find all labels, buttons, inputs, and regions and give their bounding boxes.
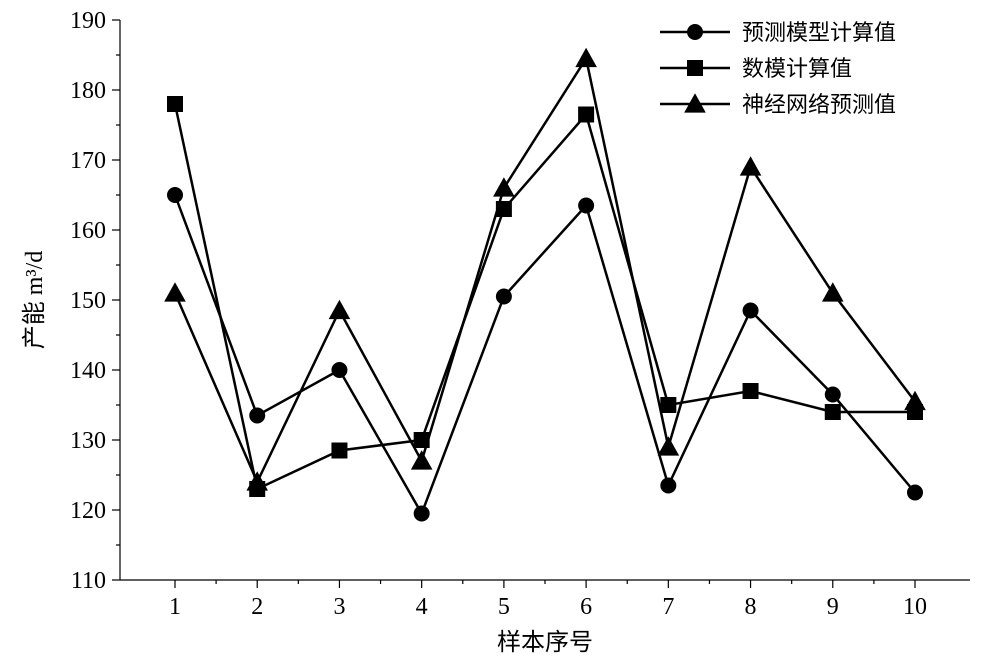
- svg-text:7: 7: [662, 594, 674, 620]
- svg-text:9: 9: [827, 594, 839, 620]
- svg-text:样本序号: 样本序号: [497, 629, 593, 656]
- svg-text:150: 150: [70, 288, 106, 314]
- svg-text:130: 130: [70, 428, 106, 454]
- svg-text:5: 5: [498, 594, 510, 620]
- svg-text:3: 3: [333, 594, 345, 620]
- chart-svg: 110 120 130 140 150 160 170 180 190 产能 m³/d 1 2 3 4 5 6…: [0, 0, 1000, 667]
- svg-text:6: 6: [580, 594, 592, 620]
- capacity-chart: 110 120 130 140 150 160 170 180 190 产能 m³/d 1 2 3 4 5 6…: [0, 0, 1000, 667]
- svg-text:产能 m³/d: 产能 m³/d: [21, 251, 48, 350]
- svg-text:140: 140: [70, 358, 106, 384]
- svg-text:数模计算值: 数模计算值: [742, 56, 852, 81]
- svg-text:170: 170: [70, 148, 106, 174]
- svg-text:8: 8: [745, 594, 757, 620]
- svg-text:神经网络预测值: 神经网络预测值: [742, 92, 896, 117]
- svg-text:180: 180: [70, 78, 106, 104]
- svg-text:110: 110: [71, 568, 106, 594]
- svg-text:4: 4: [416, 594, 428, 620]
- svg-text:2: 2: [251, 594, 263, 620]
- svg-text:1: 1: [169, 594, 181, 620]
- svg-text:120: 120: [70, 498, 106, 524]
- svg-text:预测模型计算值: 预测模型计算值: [742, 20, 896, 45]
- svg-text:190: 190: [70, 8, 106, 34]
- svg-text:10: 10: [903, 594, 927, 620]
- svg-text:160: 160: [70, 218, 106, 244]
